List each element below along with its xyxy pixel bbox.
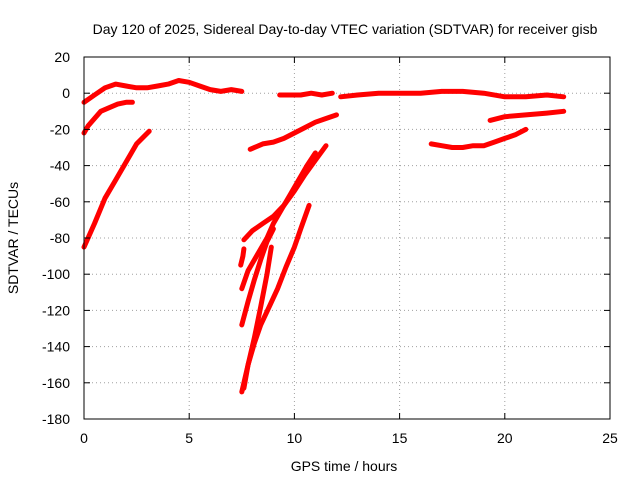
y-tick-label: -40 (50, 158, 70, 174)
x-tick-label: 20 (497, 430, 513, 446)
series-arc-6 (247, 112, 339, 152)
x-tick-label: 10 (287, 430, 303, 446)
series-arc-3 (81, 128, 152, 250)
y-tick-label: -120 (42, 302, 70, 318)
series-arc-1 (81, 78, 245, 105)
x-tick-label: 15 (392, 430, 408, 446)
x-axis-label: GPS time / hours (291, 458, 398, 474)
grid-lines (84, 57, 610, 419)
series-arc-8 (487, 108, 567, 123)
chart-title: Day 120 of 2025, Sidereal Day-to-day VTE… (93, 21, 598, 37)
series-arc-12 (239, 226, 276, 328)
data-traces (81, 78, 567, 395)
series-arc-13 (241, 244, 274, 391)
series-arc-2 (81, 99, 135, 136)
series-arc-4 (277, 90, 335, 98)
y-tick-label: -100 (42, 266, 70, 282)
series-arc-14 (238, 246, 247, 268)
axis-ticks (83, 56, 611, 420)
y-tick-label: -140 (42, 339, 70, 355)
x-tick-label: 25 (602, 430, 618, 446)
plot-frame (83, 56, 611, 420)
x-tick-label: 5 (185, 430, 193, 446)
y-tick-label: -180 (42, 411, 70, 427)
y-tick-label: 20 (54, 49, 70, 65)
series-arc-5 (338, 88, 567, 100)
y-tick-label: 0 (62, 85, 70, 101)
y-tick-label: -60 (50, 194, 70, 210)
y-tick-label: -160 (42, 375, 70, 391)
series-arc-7 (428, 126, 529, 150)
tick-labels: 0 5 10 15 20 25 20 0 -20 -40 -60 -80 -100 -120 -140 -16… (42, 49, 618, 446)
y-tick-label: -20 (50, 121, 70, 137)
series-arc-10 (239, 150, 318, 292)
x-tick-label: 0 (80, 430, 88, 446)
y-tick-label: -80 (50, 230, 70, 246)
y-axis-label: SDTVAR / TECUs (5, 182, 21, 294)
